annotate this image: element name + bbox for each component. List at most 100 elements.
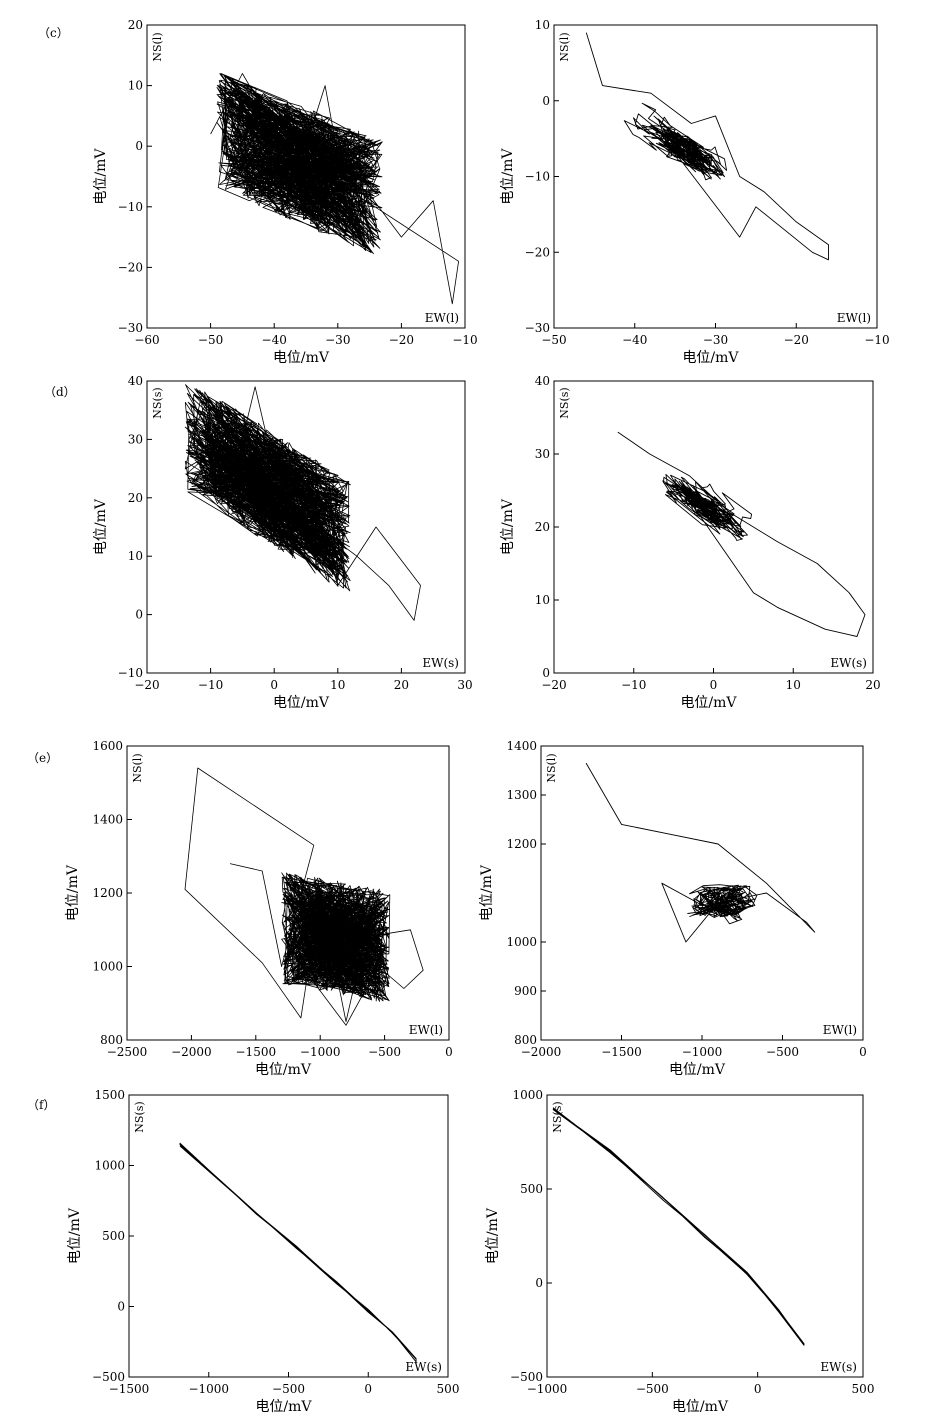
row-label-f: （f） — [27, 1098, 56, 1112]
x-tick-label: −50 — [541, 333, 566, 347]
x-axis-label: 电位/mV — [682, 350, 739, 366]
x-tick-label: −30 — [703, 333, 728, 347]
x-tick-label: −2000 — [171, 1045, 212, 1059]
trace-x-label: EW(l) — [425, 311, 459, 325]
x-tick-label: 500 — [437, 1382, 460, 1396]
chart-f-left: −1500 −1000 −500 0 500 1500 1000 500 0 −500 电位/mV 电… — [67, 1088, 459, 1415]
x-tick-label: −30 — [325, 333, 350, 347]
trace-x-label: EW(l) — [837, 311, 871, 325]
y-tick-label: −20 — [118, 260, 143, 274]
chart-f-right: −1000 −500 0 50010005000−500电位/mV电位/mVNS(s)… — [485, 1088, 874, 1415]
y-axis-label: 电位/mV — [93, 498, 109, 555]
y-tick-label: 10 — [535, 593, 550, 607]
y-tick-label: 1000 — [512, 1088, 543, 1102]
x-tick-label: 0 — [859, 1045, 867, 1059]
plot-frame — [553, 24, 878, 329]
x-tick-label: −40 — [622, 333, 647, 347]
row-label-e: （e） — [27, 751, 59, 765]
series-trace — [585, 762, 816, 943]
trace-y-label: NS(l) — [131, 753, 144, 782]
trace-x-label: EW(s) — [830, 656, 867, 670]
y-tick-label: −10 — [525, 170, 550, 184]
x-tick-label: 0 — [364, 1382, 372, 1396]
y-axis-label: 电位/mV — [500, 148, 516, 205]
trace-x-label: EW(s) — [405, 1360, 442, 1374]
y-tick-label: 20 — [128, 18, 143, 32]
y-tick-label: 0 — [135, 608, 143, 622]
y-tick-label: 10 — [535, 18, 550, 32]
y-axis-label: 电位/mV — [500, 498, 516, 555]
x-tick-label: −1500 — [109, 1382, 150, 1396]
y-tick-label: 30 — [535, 447, 550, 461]
x-tick-label: −50 — [198, 333, 223, 347]
x-tick-label: −10 — [198, 678, 223, 692]
y-tick-label: 800 — [100, 1033, 123, 1047]
plot-frame — [146, 24, 466, 329]
y-tick-label: −500 — [510, 1370, 543, 1384]
trace-y-label: NS(l) — [151, 32, 164, 61]
y-axis-label: 电位/mV — [485, 1207, 501, 1264]
x-tick-label: 0 — [270, 678, 278, 692]
x-tick-label: −1000 — [300, 1045, 341, 1059]
y-tick-label: 1000 — [506, 935, 537, 949]
chart-c-left: −60 −50 −40 −30 −20 −10 20 10 0 −10 −20 −30 电位/mV 电位/… — [93, 18, 478, 366]
series-trace — [585, 32, 829, 261]
y-tick-label: 0 — [117, 1300, 125, 1314]
x-tick-label: −20 — [134, 678, 159, 692]
chart-d-right: −20 −10 0 10 20 40 30 20 10 0 电位/mV 电位/mV NS(s) EW(s) — [500, 374, 881, 711]
trace-y-label: NS(l) — [558, 32, 571, 61]
y-tick-label: 1600 — [92, 739, 123, 753]
plot-frame — [546, 1094, 864, 1378]
y-tick-label: 40 — [535, 374, 550, 388]
y-tick-label: −500 — [92, 1370, 125, 1384]
trace-x-label: EW(s) — [820, 1360, 857, 1374]
x-axis-label: 电位/mV — [255, 1399, 312, 1415]
x-axis-label: 电位/mV — [255, 1062, 312, 1078]
y-tick-label: 1500 — [94, 1088, 125, 1102]
y-tick-label: 800 — [514, 1033, 537, 1047]
x-axis-label: 电位/mV — [273, 695, 330, 711]
x-tick-label: −10 — [452, 333, 477, 347]
y-tick-label: 1400 — [506, 739, 537, 753]
trace-x-label: EW(l) — [823, 1023, 857, 1037]
y-tick-label: 20 — [128, 491, 143, 505]
y-tick-label: −10 — [118, 666, 143, 680]
x-tick-label: −1000 — [188, 1382, 229, 1396]
x-tick-label: −1000 — [682, 1045, 723, 1059]
x-tick-label: −10 — [864, 333, 889, 347]
series-trace — [184, 384, 421, 621]
x-tick-label: 10 — [786, 678, 801, 692]
trace-x-label: EW(l) — [409, 1023, 443, 1037]
trace-x-label: EW(s) — [422, 656, 459, 670]
trace-y-label: NS(s) — [558, 387, 571, 418]
x-tick-label: 30 — [457, 678, 472, 692]
y-tick-label: 30 — [128, 432, 143, 446]
row-label-c: （c） — [38, 26, 69, 40]
y-tick-label: −10 — [118, 200, 143, 214]
y-tick-label: 20 — [535, 520, 550, 534]
x-tick-label: −500 — [272, 1382, 305, 1396]
x-tick-label: −1000 — [527, 1382, 568, 1396]
x-axis-label: 电位/mV — [672, 1399, 729, 1415]
chart-e-left: −2500 −2000 −1500 −1000 −500 0 1600 1400 1200 100… — [65, 739, 453, 1078]
y-tick-label: 1000 — [94, 1159, 125, 1173]
y-tick-label: 0 — [542, 94, 550, 108]
y-tick-label: 10 — [128, 79, 143, 93]
x-tick-label: −1500 — [601, 1045, 642, 1059]
x-axis-label: 电位/mV — [669, 1062, 726, 1078]
y-tick-label: 1300 — [506, 788, 537, 802]
plot-frame — [146, 380, 466, 674]
x-tick-label: −500 — [368, 1045, 401, 1059]
series-trace — [179, 1142, 417, 1363]
x-tick-label: 20 — [394, 678, 409, 692]
row-label-d: （d） — [44, 385, 76, 399]
series-trace — [210, 73, 459, 305]
x-tick-label: −60 — [134, 333, 159, 347]
y-tick-label: 1200 — [92, 886, 123, 900]
y-tick-label: −30 — [118, 321, 143, 335]
x-tick-label: −500 — [766, 1045, 799, 1059]
y-tick-label: 500 — [102, 1229, 125, 1243]
y-axis-label: 电位/mV — [65, 864, 81, 921]
x-tick-label: 0 — [710, 678, 718, 692]
